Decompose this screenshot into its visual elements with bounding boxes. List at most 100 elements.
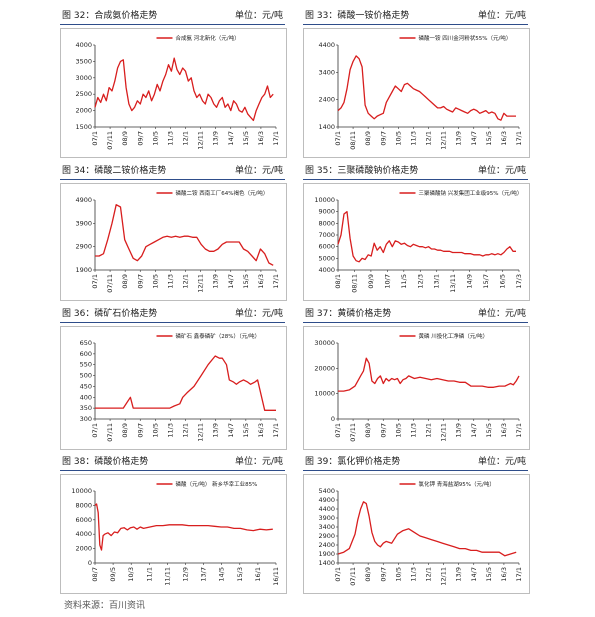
x-tick-label: 12/1 <box>425 567 433 582</box>
y-tick-label: 10000 <box>314 390 335 398</box>
y-tick-label: 10000 <box>71 487 92 495</box>
y-tick-label: 0 <box>88 559 92 567</box>
chart-header-c32: 图 32：合成氨价格走势 单位：元/吨 <box>60 8 285 25</box>
chart-header-c37: 图 37：黄磷价格走势 单位：元/吨 <box>303 306 528 323</box>
x-tick-label: 09/9 <box>367 274 375 289</box>
y-tick-label: 3500 <box>75 57 92 65</box>
x-tick-label: 11/1 <box>145 567 153 582</box>
y-tick-label: 8000 <box>318 219 335 227</box>
x-tick-label: 17/1 <box>272 131 280 146</box>
legend-label: 氯化钾 青海盐湖95%（元/吨） <box>419 480 495 488</box>
series-line <box>337 501 517 557</box>
x-tick-label: 11/3 <box>409 567 417 582</box>
chart-unit: 单位：元/吨 <box>234 457 283 467</box>
y-tick-label: 7000 <box>318 231 335 239</box>
x-tick-label: 14/7 <box>227 274 235 289</box>
x-tick-label: 09/7 <box>379 567 387 582</box>
chart-header-c34: 图 34：磷酸二铵价格走势 单位：元/吨 <box>60 163 285 180</box>
x-tick-label: 11/3 <box>409 131 417 146</box>
x-tick-label: 10/5 <box>394 131 402 146</box>
x-tick-label: 15/5 <box>485 131 493 146</box>
x-tick-label: 12/11 <box>440 567 448 586</box>
x-tick-label: 08/9 <box>364 567 372 582</box>
series-line <box>95 204 274 266</box>
y-tick-label: 30000 <box>314 339 335 347</box>
x-tick-label: 14/9 <box>466 274 474 289</box>
x-tick-label: 16/11 <box>272 567 280 586</box>
x-tick-label: 15/5 <box>485 423 493 438</box>
x-tick-label: 07/11 <box>106 423 114 442</box>
chart-panel-c39: 氯化钾 青海盐湖95%（元/吨） 1400 1900 2400 2900 3400 3900… <box>303 474 530 594</box>
x-tick-label: 07/11 <box>349 567 357 586</box>
legend: 磷酸（元/吨） 新乡华幸工业85% <box>156 480 257 488</box>
y-tick-label: 2400 <box>318 541 335 549</box>
y-tick-label: 1400 <box>318 123 335 131</box>
y-tick-label: 4400 <box>318 41 335 49</box>
y-tick-label: 3400 <box>318 68 335 76</box>
y-tick-label: 2000 <box>75 107 92 115</box>
series-line <box>94 57 274 122</box>
x-tick-label: 12/11 <box>197 274 205 293</box>
x-tick-label: 10/7 <box>383 274 391 289</box>
legend: 磷酸二铵 西南工厂64%褐色（元/吨） <box>156 189 268 197</box>
x-tick-label: 17/1 <box>515 131 523 146</box>
y-tick-label: 3900 <box>75 219 92 227</box>
y-tick-label: 450 <box>80 382 92 390</box>
chart-title: 图 34：磷酸二铵价格走势 <box>62 166 167 176</box>
y-tick-label: 0 <box>331 415 335 423</box>
x-tick-label: 08/1 <box>334 274 342 289</box>
x-tick-label: 08/9 <box>364 131 372 146</box>
y-tick-label: 4000 <box>75 530 92 538</box>
chart-panel-c34: 磷酸二铵 西南工厂64%褐色（元/吨） 1900 2900 3900 4900 07/1 0… <box>60 183 287 301</box>
x-tick-label: 16/3 <box>257 274 265 289</box>
x-tick-label: 12/3 <box>416 274 424 289</box>
x-tick-label: 12/9 <box>182 567 190 582</box>
x-tick-label: 14/7 <box>227 131 235 146</box>
y-tick-label: 10000 <box>314 196 335 204</box>
chart-title: 图 39：氯化钾价格走势 <box>305 457 401 467</box>
x-tick-label: 10/5 <box>151 423 159 438</box>
x-tick-label: 09/7 <box>379 131 387 146</box>
x-tick-label: 09/5 <box>109 567 117 582</box>
chart-unit: 单位：元/吨 <box>477 309 526 319</box>
chart-unit: 单位：元/吨 <box>477 11 526 21</box>
chart-panel-c33: 磷酸一铵 四川金河粉状55%（元/吨） 1400 2400 3400 4400 07/1 0… <box>303 28 530 158</box>
y-tick-label: 4900 <box>75 196 92 204</box>
x-tick-label: 11/5 <box>400 274 408 289</box>
x-tick-label: 17/3 <box>515 274 523 289</box>
x-tick-label: 07/1 <box>334 131 342 146</box>
chart-panel-c35: 三聚磷酸钠 兴发集团工业级95%（元/吨） 4000 5000 6000 7000 800… <box>303 183 530 301</box>
series-line <box>338 357 520 392</box>
legend: 氯化钾 青海盐湖95%（元/吨） <box>399 480 495 488</box>
x-tick-label: 07/1 <box>334 567 342 582</box>
x-tick-label: 08/9 <box>121 423 129 438</box>
x-tick-label: 10/5 <box>394 567 402 582</box>
x-tick-label: 12/1 <box>425 423 433 438</box>
y-tick-label: 3900 <box>318 514 335 522</box>
chart-header-c39: 图 39：氯化钾价格走势 单位：元/吨 <box>303 454 528 471</box>
legend: 磷矿石 鑫泰磷矿（28%）（元/吨） <box>156 332 260 340</box>
chart-svg: 氯化钾 青海盐湖95%（元/吨） 140019002400290034003900… <box>318 480 523 586</box>
x-tick-label: 12/11 <box>197 423 205 442</box>
y-tick-label: 20000 <box>314 364 335 372</box>
x-tick-label: 11/11 <box>163 567 171 586</box>
y-tick-label: 1900 <box>75 266 92 274</box>
chart-svg: 磷矿石 鑫泰磷矿（28%）（元/吨） 300 350 400 450 500 550 600 6… <box>80 332 280 442</box>
chart-header-c38: 图 38：磷酸价格走势 单位：元/吨 <box>60 454 285 471</box>
x-tick-label: 16/3 <box>500 423 508 438</box>
y-tick-label: 9000 <box>318 208 335 216</box>
legend-label: 黄磷 川投化工净磷（元/吨） <box>419 332 489 340</box>
x-tick-label: 14/7 <box>470 423 478 438</box>
chart-panel-c36: 磷矿石 鑫泰磷矿（28%）（元/吨） 300 350 400 450 500 550 600 6… <box>60 326 287 450</box>
x-tick-label: 13/9 <box>455 423 463 438</box>
x-tick-label: 10/5 <box>394 423 402 438</box>
chart-unit: 单位：元/吨 <box>234 309 283 319</box>
x-tick-label: 16/3 <box>500 131 508 146</box>
legend: 黄磷 川投化工净磷（元/吨） <box>399 332 489 340</box>
x-tick-label: 08/9 <box>121 274 129 289</box>
y-tick-label: 4400 <box>318 505 335 513</box>
y-tick-label: 1900 <box>318 550 335 558</box>
x-tick-label: 13/9 <box>455 567 463 582</box>
x-tick-label: 10/5 <box>151 131 159 146</box>
chart-unit: 单位：元/吨 <box>477 166 526 176</box>
